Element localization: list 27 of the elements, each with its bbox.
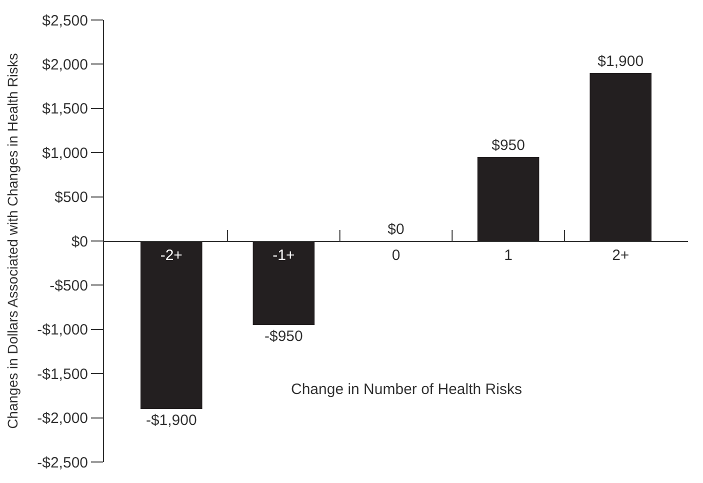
data-label: $0 [388,221,404,238]
x-tick-label: -1+ [272,247,295,264]
data-label: $950 [492,137,525,154]
y-tick-label: -$1,500 [37,366,88,383]
y-tick-label: $500 [54,189,88,206]
bar [477,157,540,241]
y-tick-label: $2,500 [42,12,88,30]
y-tick-label: -$1,000 [37,322,88,339]
y-tick-label: $1,000 [42,144,88,162]
x-tick-label: 0 [392,247,400,264]
x-tick-label: -2+ [160,247,183,264]
y-tick-label: $0 [71,233,88,250]
y-tick-label: -$500 [50,277,88,294]
y-tick-label: $1,500 [42,100,88,118]
data-label: -$950 [264,328,303,345]
y-axis-title: Changes in Dollars Associated with Changes in Health Risks [4,53,21,429]
x-tick-label: 1 [504,247,512,264]
data-label: $1,900 [598,53,644,70]
y-tick-label: -$2,500 [37,454,88,472]
bar [590,73,652,241]
y-tick-label: -$2,000 [37,410,88,428]
x-tick-label: 2+ [612,247,630,264]
y-tick-label: $2,000 [42,56,88,74]
bar [140,241,202,409]
x-axis-title: Change in Number of Health Risks [291,381,522,398]
bar [252,241,315,325]
data-label: -$1,900 [146,412,197,429]
